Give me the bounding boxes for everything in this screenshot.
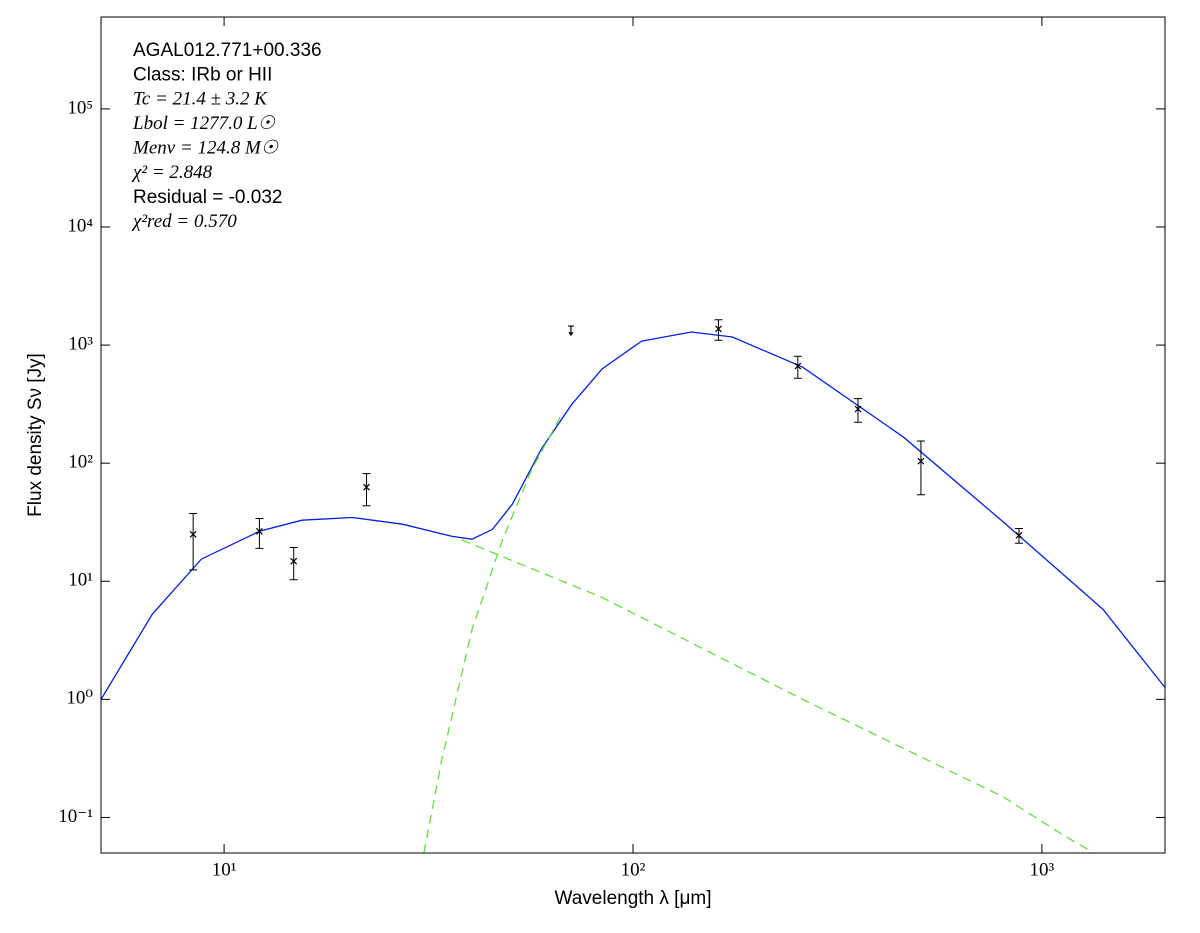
y-tick-label: 10⁻¹ [58, 806, 93, 827]
annotation: χ²red = 0.570 [131, 211, 237, 232]
data-point [255, 527, 263, 535]
data-point [917, 457, 925, 465]
x-axis-label: Wavelength λ [μm] [554, 888, 711, 909]
model-line [461, 539, 1095, 853]
error-bar [255, 518, 264, 549]
x-tick-label: 10² [621, 859, 646, 880]
y-tick-label: 10⁴ [67, 215, 93, 236]
y-tick-label: 10⁰ [66, 688, 93, 709]
error-bar [853, 398, 862, 423]
y-tick-label: 10¹ [68, 570, 93, 591]
data-point [363, 483, 370, 491]
annotation: Lbol = 1277.0 L☉ [132, 113, 276, 134]
y-tick-label: 10² [68, 452, 93, 473]
error-bar [189, 512, 198, 571]
data-point [189, 530, 197, 538]
plot-area [101, 319, 1165, 853]
error-bar [289, 547, 298, 581]
y-tick-label: 10³ [68, 333, 93, 354]
data-point [290, 557, 298, 565]
annotation: χ² = 2.848 [131, 162, 213, 183]
y-tick-label: 10⁵ [67, 97, 93, 118]
data-point [794, 362, 802, 370]
annotation: Class: IRb or HII [133, 65, 272, 86]
y-axis-label: Flux density Sν [Jy] [25, 353, 46, 517]
data-point [715, 325, 722, 333]
upper-limit [567, 325, 574, 337]
data-point [854, 405, 862, 413]
x-tick-label: 10¹ [212, 859, 237, 880]
annotation: Residual = -0.032 [133, 187, 282, 208]
annotation: Menv = 124.8 M☉ [132, 137, 279, 158]
annotation: AGAL012.771+00.336 [133, 40, 322, 61]
data-point [1015, 531, 1023, 539]
x-tick-label: 10³ [1030, 859, 1055, 880]
annotation: Tc = 21.4 ± 3.2 K [133, 88, 268, 109]
model-line [101, 331, 1165, 700]
error-bar [916, 440, 925, 496]
error-bar [793, 355, 802, 379]
model-line [423, 413, 563, 853]
error-bar [714, 319, 723, 341]
error-bar [362, 473, 371, 507]
